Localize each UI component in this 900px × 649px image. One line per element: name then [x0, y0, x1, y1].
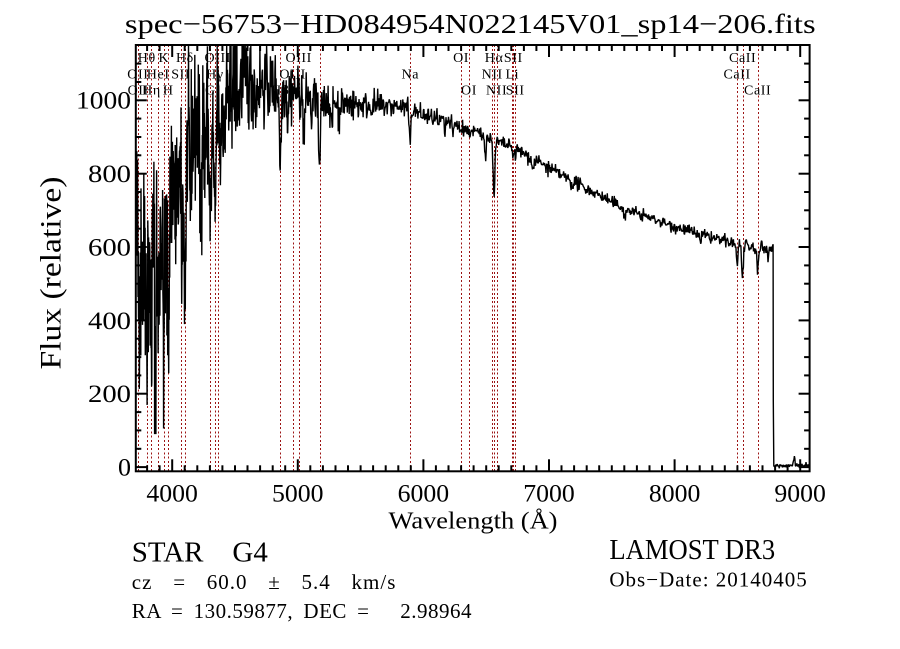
svg-text:8000: 8000 — [649, 479, 701, 508]
svg-text:STAR G4: STAR G4 — [132, 537, 268, 569]
svg-text:Hγ: Hγ — [206, 68, 224, 83]
svg-text:CaII: CaII — [744, 84, 771, 99]
svg-text:Wavelength (Å): Wavelength (Å) — [389, 509, 558, 535]
svg-text:Hθ: Hθ — [138, 51, 156, 66]
svg-text:6000: 6000 — [398, 479, 450, 508]
svg-text:spec−56753−HD084954N022145V01_: spec−56753−HD084954N022145V01_sp14−206.f… — [125, 8, 816, 39]
svg-text:NII: NII — [486, 84, 507, 99]
svg-text:OI: OI — [453, 51, 469, 66]
svg-text:1000: 1000 — [76, 86, 131, 115]
svg-text:4000: 4000 — [146, 479, 198, 508]
svg-text:Hδ: Hδ — [176, 51, 194, 66]
svg-text:Flux (relative): Flux (relative) — [35, 177, 68, 370]
svg-text:LAMOST DR3: LAMOST DR3 — [609, 535, 775, 566]
svg-text:0: 0 — [118, 453, 131, 482]
svg-text:SII: SII — [504, 51, 523, 66]
svg-text:CaII: CaII — [723, 68, 750, 83]
svg-text:G: G — [205, 84, 216, 99]
svg-text:HeI: HeI — [147, 68, 170, 83]
svg-text:400: 400 — [88, 306, 131, 335]
svg-text:200: 200 — [88, 379, 131, 408]
svg-text:SII: SII — [506, 84, 525, 99]
svg-text:9000: 9000 — [774, 479, 826, 508]
svg-text:7000: 7000 — [523, 479, 575, 508]
svg-text:cz = 60.0 ± 5.4 km/s: cz = 60.0 ± 5.4 km/s — [132, 570, 397, 594]
svg-text:Li: Li — [505, 68, 519, 83]
svg-text:Obs−Date: 20140405: Obs−Date: 20140405 — [609, 568, 807, 592]
svg-text:600: 600 — [88, 232, 131, 261]
svg-text:SII: SII — [171, 68, 190, 83]
svg-text:OIII: OIII — [285, 51, 312, 66]
svg-text:OI: OI — [461, 84, 477, 99]
svg-text:OII: OII — [127, 68, 148, 83]
svg-text:Hα: Hα — [485, 51, 504, 66]
svg-text:RA = 130.59877, DEC = 2.9896: RA = 130.59877, DEC = 2.98964 — [132, 599, 472, 623]
svg-text:NII: NII — [482, 68, 503, 83]
svg-text:CaII: CaII — [729, 51, 756, 66]
svg-text:K: K — [158, 51, 169, 66]
svg-text:OII: OII — [128, 84, 149, 99]
svg-text:Na: Na — [402, 68, 420, 83]
svg-text:Hη: Hη — [142, 84, 161, 99]
svg-text:5000: 5000 — [272, 479, 324, 508]
svg-text:800: 800 — [88, 159, 131, 188]
svg-text:H: H — [163, 84, 174, 99]
